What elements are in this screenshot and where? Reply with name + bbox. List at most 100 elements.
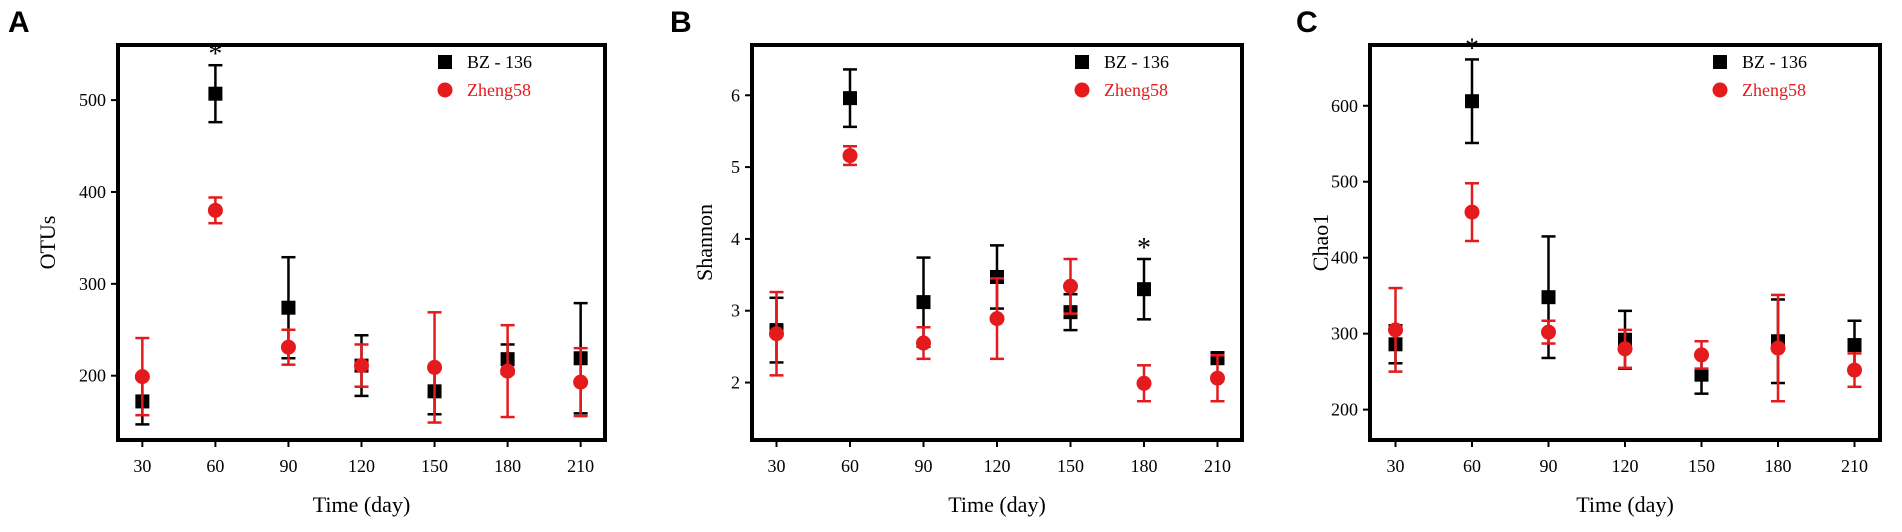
panel-letter: C bbox=[1296, 6, 1318, 39]
series-zheng58 bbox=[1388, 182, 1862, 403]
data-point-circle bbox=[1617, 341, 1633, 357]
data-point-circle bbox=[1464, 204, 1480, 220]
data-point-square bbox=[208, 86, 223, 101]
panel-letter: A bbox=[8, 6, 30, 39]
x-tick-label: 30 bbox=[768, 456, 786, 476]
data-point-circle bbox=[280, 339, 296, 355]
legend-label: BZ - 136 bbox=[1742, 52, 1807, 72]
x-tick-label: 60 bbox=[206, 456, 224, 476]
legend: BZ - 136 Zheng58 bbox=[1712, 52, 1807, 100]
significance-asterisk: * bbox=[208, 39, 222, 70]
y-tick-label: 500 bbox=[1331, 172, 1358, 192]
x-tick-label: 120 bbox=[1612, 456, 1639, 476]
legend-marker-square bbox=[438, 55, 452, 69]
data-point-circle bbox=[573, 374, 589, 390]
y-axis-label: OTUs bbox=[35, 216, 60, 270]
x-tick-label: 90 bbox=[279, 456, 297, 476]
legend-label: Zheng58 bbox=[467, 80, 531, 100]
data-point-square bbox=[1465, 94, 1479, 109]
data-point-square bbox=[1137, 282, 1151, 297]
panel-c: C 30 60 90 120 150 180 210 200 300 400 500 600 Time (… bbox=[1296, 6, 1882, 517]
panel-a: A 30 60 90 120 150 180 210 200 300 400 500 Time (day… bbox=[8, 6, 607, 517]
x-tick-label: 180 bbox=[1131, 456, 1158, 476]
data-point-circle bbox=[354, 358, 369, 374]
significance-asterisk: * bbox=[1465, 33, 1479, 64]
legend: BZ - 136 Zheng58 bbox=[437, 52, 532, 100]
data-point-circle bbox=[1136, 375, 1152, 391]
data-point-square bbox=[1847, 338, 1862, 353]
data-point-square bbox=[1694, 367, 1709, 382]
x-tick-label: 60 bbox=[841, 456, 859, 476]
y-tick-label: 2 bbox=[731, 373, 740, 393]
x-tick-label: 90 bbox=[1540, 456, 1558, 476]
data-point-circle bbox=[134, 369, 150, 385]
legend: BZ - 136 Zheng58 bbox=[1074, 52, 1169, 100]
data-point-square bbox=[1541, 290, 1556, 305]
x-tick-label: 60 bbox=[1463, 456, 1481, 476]
data-point-circle bbox=[842, 148, 858, 164]
data-point-circle bbox=[1388, 322, 1403, 338]
y-tick-label: 400 bbox=[79, 182, 106, 202]
data-point-circle bbox=[427, 359, 443, 375]
data-point-circle bbox=[769, 326, 784, 342]
legend-label: BZ - 136 bbox=[467, 52, 532, 72]
data-point-square bbox=[990, 269, 1004, 284]
legend-marker-circle bbox=[1074, 82, 1090, 98]
x-tick-label: 120 bbox=[348, 456, 375, 476]
x-tick-label: 150 bbox=[421, 456, 448, 476]
data-point-circle bbox=[1541, 324, 1556, 340]
plot-frame bbox=[750, 43, 1244, 442]
y-tick-label: 600 bbox=[1331, 96, 1358, 116]
x-axis-label: Time (day) bbox=[313, 492, 411, 517]
data-point-circle bbox=[1694, 347, 1709, 363]
data-point-circle bbox=[1210, 370, 1225, 386]
x-tick-label: 120 bbox=[984, 456, 1011, 476]
data-point-circle bbox=[1770, 340, 1786, 356]
data-point-square bbox=[916, 295, 931, 310]
x-tick-label: 150 bbox=[1057, 456, 1084, 476]
legend-marker-circle bbox=[437, 82, 453, 98]
y-tick-label: 200 bbox=[1331, 400, 1358, 420]
data-point-circle bbox=[500, 363, 516, 379]
x-tick-label: 210 bbox=[1204, 456, 1231, 476]
data-point-circle bbox=[1063, 278, 1078, 294]
data-point-circle bbox=[916, 335, 931, 351]
x-tick-label: 180 bbox=[494, 456, 521, 476]
y-tick-label: 4 bbox=[731, 229, 740, 249]
data-point-square bbox=[281, 300, 296, 315]
panel-b: B 30 60 90 120 150 180 210 2 3 4 5 6 Time (day) Shanno… bbox=[670, 6, 1244, 517]
x-tick-label: 30 bbox=[1387, 456, 1405, 476]
series-zheng58 bbox=[134, 196, 589, 424]
data-point-circle bbox=[207, 202, 223, 218]
data-point-circle bbox=[989, 311, 1005, 327]
x-tick-label: 210 bbox=[1841, 456, 1868, 476]
y-axis-label: Shannon bbox=[692, 204, 717, 281]
legend-marker-square bbox=[1713, 55, 1727, 69]
y-axis-label: Chao1 bbox=[1308, 214, 1333, 271]
y-tick-label: 400 bbox=[1331, 248, 1358, 268]
series-zheng58 bbox=[769, 145, 1225, 403]
data-point-circle bbox=[1847, 362, 1862, 378]
legend-marker-circle bbox=[1712, 82, 1728, 98]
x-tick-label: 210 bbox=[567, 456, 594, 476]
significance-asterisk: * bbox=[1137, 233, 1151, 264]
y-tick-label: 6 bbox=[731, 85, 740, 105]
y-tick-label: 500 bbox=[79, 90, 106, 110]
y-tick-label: 5 bbox=[731, 157, 740, 177]
legend-label: Zheng58 bbox=[1742, 80, 1806, 100]
x-tick-label: 90 bbox=[915, 456, 933, 476]
x-tick-label: 180 bbox=[1765, 456, 1792, 476]
legend-label: Zheng58 bbox=[1104, 80, 1168, 100]
plot-frame bbox=[1368, 43, 1882, 442]
y-tick-label: 300 bbox=[79, 274, 106, 294]
legend-marker-square bbox=[1075, 55, 1089, 69]
y-tick-label: 3 bbox=[731, 301, 740, 321]
data-point-square bbox=[843, 91, 857, 106]
y-tick-label: 300 bbox=[1331, 324, 1358, 344]
panel-letter: B bbox=[670, 6, 692, 39]
x-axis-label: Time (day) bbox=[948, 492, 1046, 517]
x-tick-label: 150 bbox=[1688, 456, 1715, 476]
x-axis-label: Time (day) bbox=[1576, 492, 1674, 517]
legend-label: BZ - 136 bbox=[1104, 52, 1169, 72]
